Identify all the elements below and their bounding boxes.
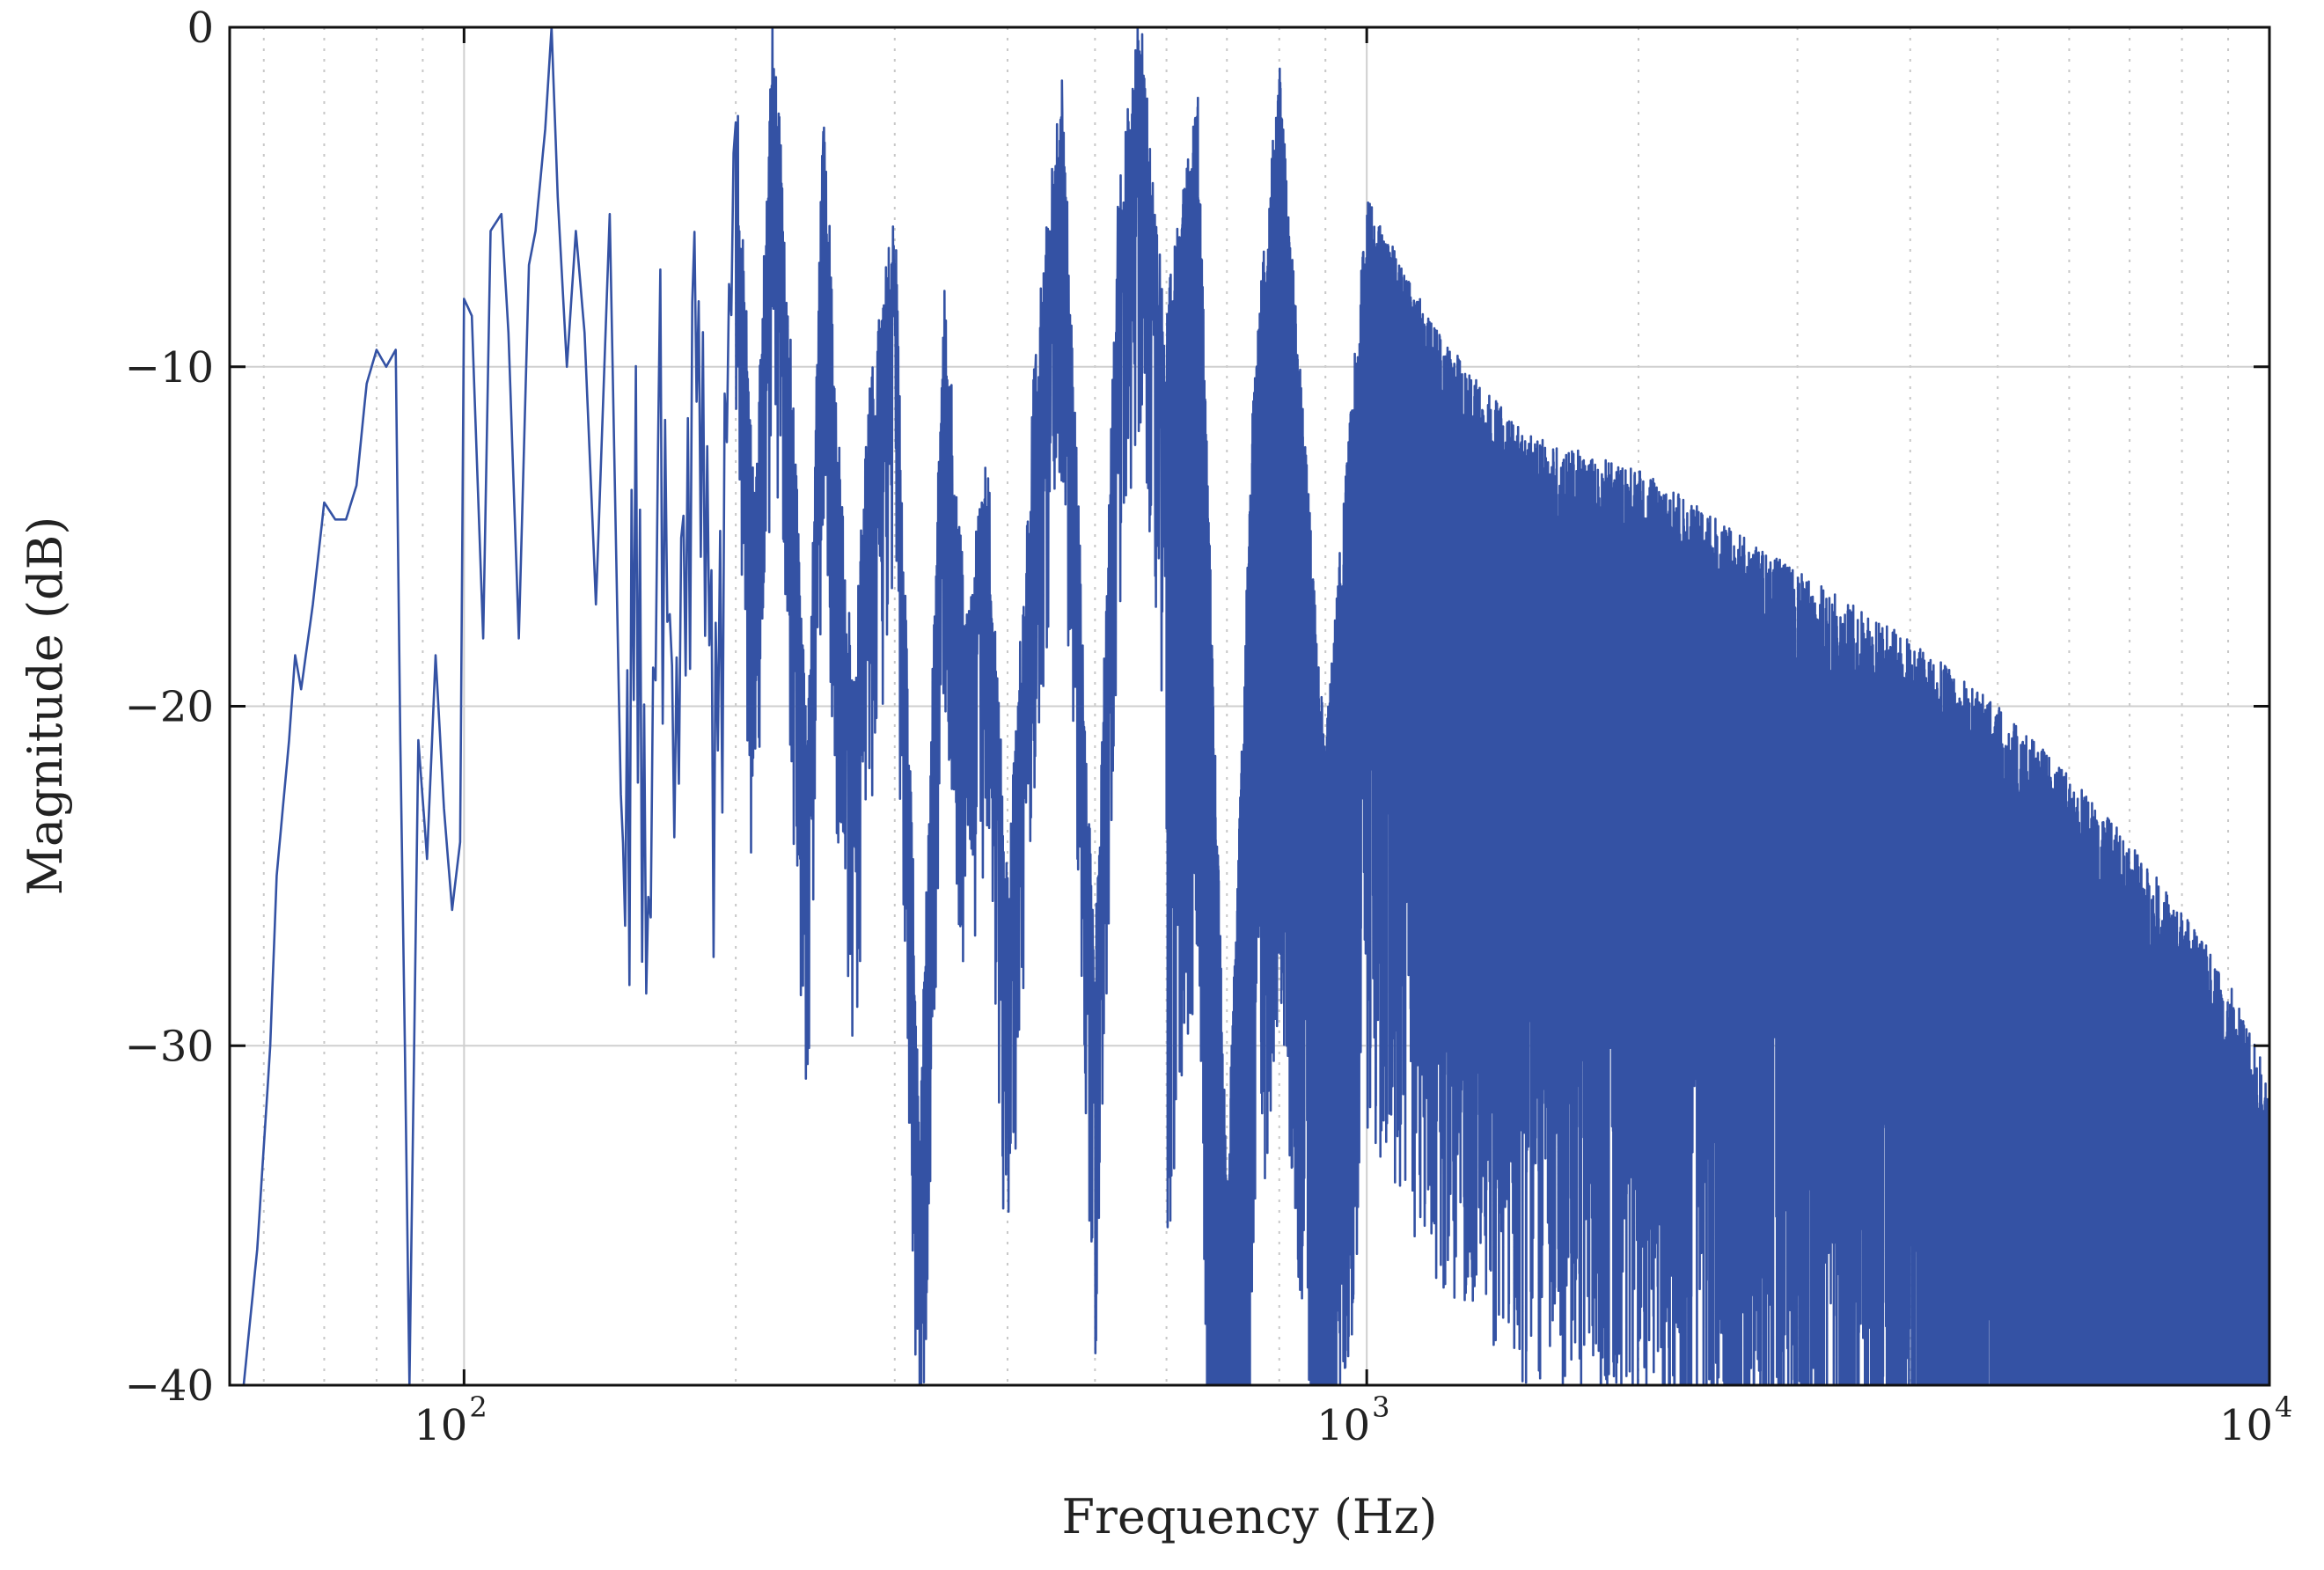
x-tick-label-base: 10 xyxy=(414,1401,467,1450)
y-tick-label: −30 xyxy=(125,1022,214,1071)
y-tick-labels: 0 −10 −20 −30 −40 xyxy=(125,4,214,1411)
y-tick-label: −20 xyxy=(125,683,214,732)
magnitude-series-line xyxy=(242,26,2271,1387)
x-axis-label: Frequency (Hz) xyxy=(1062,1489,1438,1544)
y-axis-label: Magnitude (dB) xyxy=(18,517,73,896)
y-tick-label: 0 xyxy=(187,4,214,53)
tick-marks xyxy=(230,26,2271,1387)
y-tick-label: −40 xyxy=(125,1361,214,1411)
x-tick-label: 10 3 xyxy=(1316,1390,1389,1450)
x-tick-label-exponent: 3 xyxy=(1372,1390,1389,1424)
x-tick-label-exponent: 2 xyxy=(469,1390,487,1424)
y-tick-label: −10 xyxy=(125,343,214,392)
x-tick-labels: 10 2 10 3 10 4 xyxy=(414,1390,2292,1450)
x-tick-label: 10 4 xyxy=(2219,1390,2292,1450)
x-tick-label-base: 10 xyxy=(1316,1401,1370,1450)
x-tick-label: 10 2 xyxy=(414,1390,487,1450)
x-tick-label-exponent: 4 xyxy=(2275,1390,2292,1424)
x-tick-label-base: 10 xyxy=(2219,1401,2273,1450)
series-layer xyxy=(242,26,2271,1387)
